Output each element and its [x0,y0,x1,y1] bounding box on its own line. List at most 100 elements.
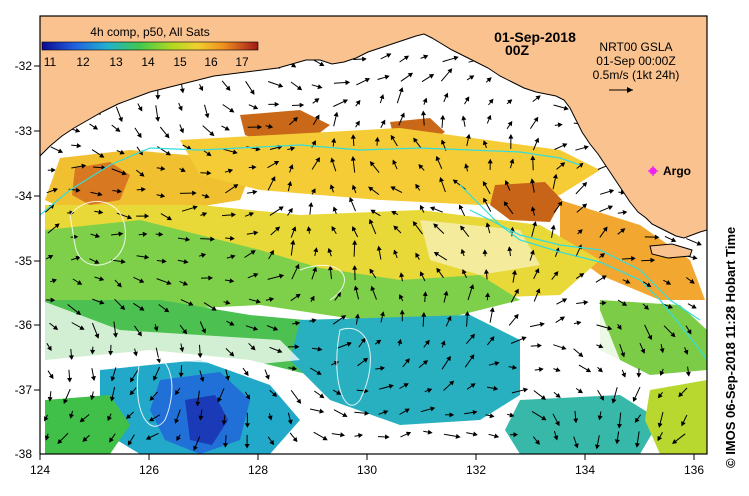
current-arrowhead [221,420,227,426]
current-arrowhead [689,278,695,284]
current-arrowhead [601,300,607,306]
current-arrowhead [464,163,470,169]
current-arrowhead [557,201,563,207]
current-arrowhead [560,162,566,168]
current-arrowhead [115,127,121,132]
current-arrowhead [185,236,191,242]
current-arrowhead [460,225,465,231]
current-arrowhead [192,190,197,196]
current-arrowhead [270,176,276,182]
current-arrowhead [503,201,509,207]
sst-patch-deep-blue [185,395,228,445]
current-arrowhead [654,234,660,240]
current-arrowhead [617,423,622,429]
current-arrowhead [489,413,495,419]
current-arrowhead [616,324,622,330]
current-arrowhead [201,328,206,334]
current-arrowhead [231,212,236,218]
legend-scale-arrowhead [627,87,633,93]
current-arrowhead [265,374,270,380]
y-tick-32: -32 [15,59,33,73]
current-arrowhead [179,88,185,94]
current-arrowhead [217,397,222,403]
current-arrowhead [511,269,517,275]
current-arrowhead [311,188,316,194]
current-arrowhead [483,197,488,203]
current-arrowhead [452,179,458,185]
current-arrowhead [156,358,162,364]
current-arrowhead [314,114,320,120]
current-arrowhead [198,85,204,92]
current-arrowhead [550,224,556,230]
current-arrowhead [578,352,584,358]
current-arrowhead [449,412,455,418]
current-arrowhead [620,228,626,234]
current-arrowhead [306,226,312,232]
current-arrowhead [229,107,235,113]
current-arrowhead [388,383,394,389]
current-arrowhead [601,275,607,280]
current-arrowhead [504,180,510,186]
current-arrowhead [209,131,215,137]
x-tick-132: 132 [466,463,486,477]
current-arrowhead [252,326,259,331]
current-arrowhead [672,439,678,444]
current-arrowhead [139,306,145,311]
current-arrowhead [67,377,73,383]
current-arrowhead [206,151,212,157]
current-arrowhead [509,412,515,418]
current-arrowhead [75,187,81,193]
current-arrowhead [52,325,59,331]
current-arrowhead [541,415,547,421]
current-arrowhead [224,126,230,131]
current-arrowhead [139,171,145,177]
y-tick-38: -38 [15,447,33,461]
argo-marker[interactable] [648,166,658,176]
current-arrowhead [127,440,133,446]
current-arrowhead [561,298,568,303]
current-arrowhead [224,375,230,381]
current-arrowhead [486,77,492,83]
current-arrowhead [336,390,342,395]
current-arrowhead [350,134,356,139]
current-arrowhead [90,375,96,382]
current-arrowhead [291,226,297,232]
current-arrowhead [657,435,663,442]
current-arrowhead [76,280,83,285]
current-arrowhead [585,367,592,373]
current-arrowhead [433,223,439,229]
current-arrowhead [576,320,582,326]
current-arrowhead [141,187,146,192]
y-tick-33: -33 [15,124,33,138]
current-arrowhead [577,229,583,235]
current-arrowhead [650,257,656,263]
current-arrowhead [435,155,441,162]
current-arrowhead [99,153,105,158]
current-arrowhead [153,326,159,332]
current-arrowhead [120,304,126,311]
current-arrowhead [443,92,449,98]
current-arrowhead [643,304,649,310]
y-tick-34: -34 [15,189,33,203]
current-arrowhead [464,96,470,102]
current-arrowhead [446,355,451,362]
current-arrowhead [340,432,346,438]
current-arrowhead [229,321,235,326]
current-arrowhead [333,111,339,117]
current-arrowhead [362,357,369,363]
sst-patch-orange-east [560,200,705,300]
current-arrowhead [583,145,589,151]
current-arrowhead [233,184,239,189]
current-arrowhead [384,74,390,80]
current-arrowhead [433,251,440,257]
current-arrowhead [399,272,405,278]
current-arrowhead [415,183,420,189]
current-arrowhead [149,395,155,401]
current-arrowhead [440,114,446,120]
current-arrowhead [358,433,364,439]
current-arrowhead [292,117,298,122]
current-arrowhead [97,191,103,197]
current-arrowhead [192,205,198,211]
current-arrowhead [229,235,235,241]
current-arrowhead [129,390,135,396]
